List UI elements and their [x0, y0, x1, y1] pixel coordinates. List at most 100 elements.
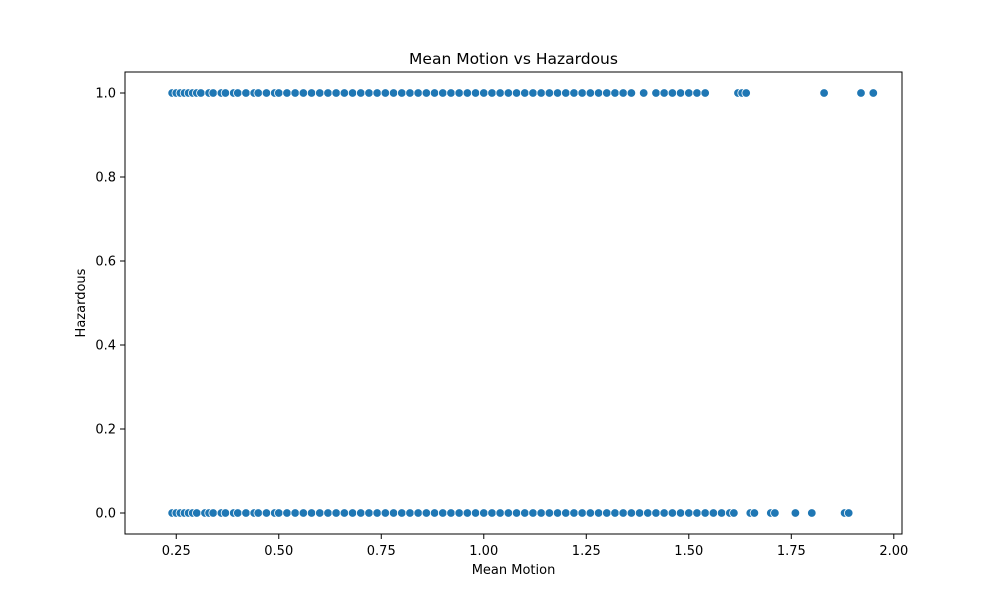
data-point	[675, 88, 686, 98]
data-point	[729, 508, 739, 518]
data-point	[331, 88, 341, 98]
data-point	[470, 88, 481, 98]
data-point	[692, 88, 702, 98]
data-point	[208, 88, 218, 98]
data-point	[577, 508, 587, 518]
data-point	[536, 508, 546, 518]
data-point	[380, 508, 391, 518]
data-point	[347, 88, 358, 98]
data-point	[429, 508, 440, 518]
data-point	[192, 508, 202, 518]
data-point	[298, 88, 309, 98]
y-tick-label: 0.8	[95, 171, 116, 186]
data-point	[380, 88, 391, 98]
data-point	[282, 508, 292, 518]
data-point	[569, 508, 579, 518]
data-point	[454, 508, 464, 518]
data-point	[585, 88, 596, 98]
data-point	[233, 508, 243, 518]
data-point	[593, 88, 604, 98]
data-point	[790, 508, 801, 518]
data-point	[454, 88, 464, 98]
y-tick-label: 0.2	[95, 423, 116, 438]
axis-ticks: 0.25 0.50 0.75 1.00 1.25 1.50 1.75 2.00 0.0 0.2 0.…	[95, 87, 908, 560]
data-point	[626, 508, 637, 518]
data-point	[274, 88, 284, 98]
data-point	[700, 508, 710, 518]
data-point	[528, 508, 538, 518]
data-point	[388, 88, 399, 98]
data-point	[323, 508, 333, 518]
data-point	[438, 508, 448, 518]
data-point	[807, 508, 817, 518]
data-point	[298, 508, 309, 518]
data-point	[528, 88, 538, 98]
data-point	[561, 508, 571, 518]
data-point	[536, 88, 546, 98]
plot-frame	[124, 71, 903, 535]
x-tick-label: 0.50	[264, 544, 293, 559]
data-point	[659, 508, 669, 518]
data-point	[290, 88, 300, 98]
data-point	[552, 508, 563, 518]
data-point	[274, 508, 284, 518]
data-point	[479, 508, 489, 518]
data-point	[503, 88, 514, 98]
data-point	[868, 88, 878, 98]
x-tick-label: 1.25	[572, 544, 601, 559]
data-point	[561, 88, 571, 98]
data-point	[397, 508, 407, 518]
data-point	[626, 88, 637, 98]
data-point	[196, 88, 206, 98]
data-point	[372, 508, 382, 518]
data-point	[479, 88, 489, 98]
data-point	[405, 88, 415, 98]
data-point	[356, 508, 366, 518]
data-point	[843, 508, 854, 518]
data-point	[610, 508, 620, 518]
data-point	[421, 88, 432, 98]
data-point	[569, 88, 579, 98]
data-point	[520, 88, 530, 98]
data-points	[167, 88, 878, 518]
data-point	[708, 508, 719, 518]
x-tick-label: 1.00	[469, 544, 498, 559]
x-tick-label: 1.75	[777, 544, 806, 559]
data-point	[487, 88, 497, 98]
y-tick-label: 0.4	[95, 339, 116, 354]
data-point	[651, 88, 661, 98]
data-point	[421, 508, 432, 518]
data-point	[495, 88, 505, 98]
data-point	[770, 508, 780, 518]
data-point	[638, 88, 649, 98]
data-point	[520, 508, 530, 518]
data-point	[749, 508, 760, 518]
data-point	[618, 508, 628, 518]
data-point	[446, 88, 456, 98]
data-point	[700, 88, 710, 98]
data-point	[503, 508, 514, 518]
data-point	[667, 88, 678, 98]
data-point	[356, 88, 366, 98]
data-point	[593, 508, 604, 518]
data-point	[364, 88, 374, 98]
x-tick-label: 1.50	[674, 544, 703, 559]
data-point	[675, 508, 686, 518]
data-point	[220, 88, 231, 98]
data-point	[364, 508, 374, 518]
data-point	[438, 88, 448, 98]
data-point	[585, 508, 596, 518]
data-point	[634, 508, 645, 518]
y-axis-title: Hazardous	[74, 268, 89, 337]
data-point	[347, 508, 358, 518]
data-point	[819, 88, 829, 98]
y-tick-label: 0.0	[95, 507, 116, 522]
data-point	[413, 508, 423, 518]
data-point	[544, 88, 555, 98]
data-point	[495, 508, 505, 518]
data-point	[462, 508, 473, 518]
data-point	[282, 88, 292, 98]
data-point	[372, 88, 382, 98]
